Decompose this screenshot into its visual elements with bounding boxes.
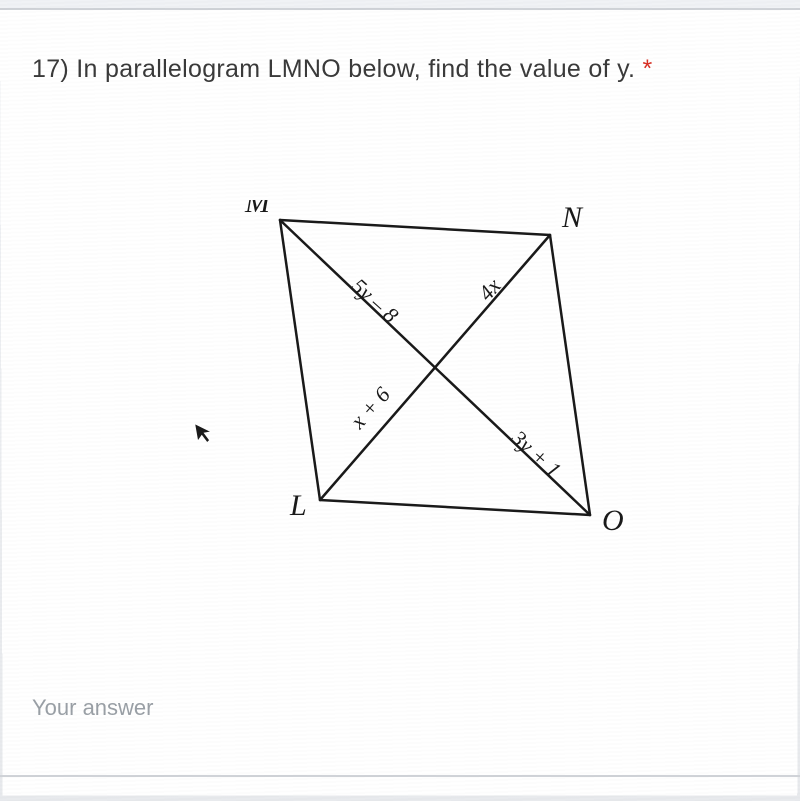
svg-text:O: O: [602, 504, 624, 537]
diagram-svg: M N O L 5y – 8 4x x + 6 3y + 1: [200, 200, 630, 560]
question-body: In parallelogram LMNO below, find the va…: [76, 55, 635, 83]
svg-text:M: M: [244, 200, 272, 219]
segment-labels: 5y – 8 4x x + 6 3y + 1: [344, 273, 566, 482]
answer-input-label[interactable]: Your answer: [32, 695, 153, 721]
question-text: 17) In parallelogram LMNO below, find th…: [32, 55, 653, 84]
svg-text:5y – 8: 5y – 8: [347, 273, 404, 328]
svg-text:3y + 1: 3y + 1: [506, 424, 566, 482]
svg-text:N: N: [561, 201, 584, 234]
required-asterisk: *: [643, 55, 653, 83]
parallelogram-diagram: M N O L 5y – 8 4x x + 6 3y + 1: [200, 200, 630, 560]
svg-text:L: L: [289, 489, 307, 522]
question-number: 17): [32, 55, 69, 83]
svg-text:4x: 4x: [473, 273, 506, 305]
divider-line: [0, 775, 800, 777]
svg-text:x + 6: x + 6: [344, 382, 394, 434]
